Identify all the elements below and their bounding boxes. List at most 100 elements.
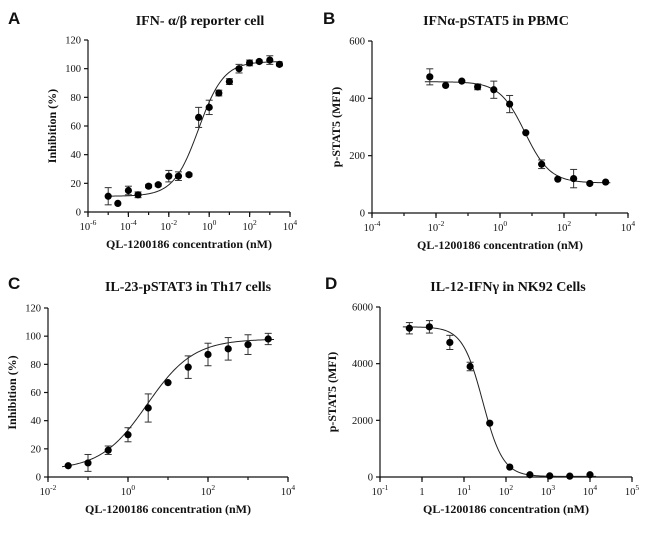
x-tick-label: 10-6	[80, 218, 97, 233]
x-tick-label: 1	[419, 487, 424, 498]
x-tick-exponent: 2	[567, 219, 571, 228]
data-point	[134, 191, 142, 199]
data-point	[538, 160, 546, 168]
data-point	[174, 172, 183, 180]
x-axis-label: QL-1200186 concentration (nM)	[106, 237, 272, 251]
x-tick-base: 10	[281, 487, 292, 498]
data-point	[235, 65, 243, 73]
panel-d: D IL-12-IFNγ in NK92 Cells 0 2000 4000 6000 10…	[325, 274, 639, 516]
panel-letter: A	[8, 9, 20, 28]
x-tick-base: 10	[541, 487, 552, 498]
y-tick-label: 120	[25, 304, 41, 315]
x-tick-base: 10	[40, 487, 51, 498]
x-tick-exponent: 4	[291, 483, 295, 492]
x-tick-exponent: 0	[213, 218, 217, 227]
x-tick-base: 10	[457, 487, 468, 498]
data-point	[566, 472, 574, 480]
y-tick-label: 0	[76, 208, 81, 219]
panel-a: A IFN- α/β reporter cell02040608010012010…	[8, 9, 297, 251]
x-tick-label: 104	[621, 219, 636, 234]
y-axis-label: Inhibition (%)	[5, 355, 19, 429]
data-point	[64, 462, 72, 470]
x-tick-label: 102	[499, 483, 514, 498]
x-tick-base: 10	[583, 487, 594, 498]
x-tick-base: 10	[160, 222, 171, 233]
chart-title: IFNα-pSTAT5 in PBMC	[423, 14, 569, 29]
y-tick-label: 0	[360, 209, 365, 220]
x-axis-label: QL-1200186 concentration (nM)	[85, 502, 251, 516]
data-point	[442, 81, 450, 90]
x-tick-base: 10	[557, 223, 568, 234]
panel-c: C IL-23-pSTAT3 in Th17 cells0204060801001…	[5, 274, 295, 516]
data-point	[185, 171, 193, 179]
x-axis-label: QL-1200186 concentration (nM)	[417, 238, 583, 252]
x-tick-base: 10	[372, 487, 383, 498]
data-point	[586, 471, 594, 479]
data-point	[490, 86, 498, 94]
chart-title: IL-23-pSTAT3 in Th17 cells	[105, 280, 272, 295]
data-point	[602, 178, 610, 186]
x-tick-base: 1	[419, 487, 424, 498]
x-tick-label: 102	[557, 219, 572, 234]
x-tick-label: 100	[202, 218, 217, 233]
x-tick-label: 104	[281, 483, 296, 498]
data-point	[215, 89, 223, 97]
data-point	[506, 100, 514, 108]
y-axis-label: Inhibition (%)	[45, 89, 59, 163]
x-tick-exponent: -2	[50, 483, 56, 492]
y-tick-label: 200	[349, 151, 365, 162]
y-tick-label: 0	[368, 473, 373, 484]
x-tick-exponent: -2	[438, 219, 444, 228]
x-tick-exponent: 5	[635, 483, 639, 492]
y-tick-label: 40	[31, 416, 42, 427]
y-tick-label: 80	[31, 360, 42, 371]
x-tick-exponent: -2	[171, 218, 177, 227]
y-tick-label: 100	[25, 332, 41, 343]
data-point	[204, 350, 212, 359]
x-tick-base: 10	[201, 487, 212, 498]
data-point	[554, 175, 562, 183]
y-tick-label: 600	[349, 37, 365, 48]
y-tick-label: 6000	[352, 303, 373, 314]
data-point	[266, 56, 274, 64]
y-tick-label: 120	[65, 36, 81, 47]
y-tick-label: 60	[31, 388, 42, 399]
x-tick-base: 10	[202, 222, 213, 233]
data-point	[264, 335, 272, 343]
data-point	[405, 324, 413, 332]
panel-letter: C	[8, 274, 20, 293]
x-tick-exponent: -6	[90, 218, 96, 227]
data-point	[104, 192, 112, 200]
data-point	[486, 419, 494, 427]
x-tick-exponent: 3	[551, 483, 555, 492]
fit-curve	[61, 339, 275, 468]
data-point	[154, 181, 162, 189]
x-tick-exponent: 2	[211, 483, 215, 492]
panel-letter: D	[325, 274, 337, 293]
data-point	[104, 446, 112, 454]
x-tick-base: 10	[428, 223, 439, 234]
data-point	[184, 363, 192, 371]
data-point	[144, 404, 152, 412]
x-tick-exponent: 2	[509, 483, 513, 492]
data-point	[570, 175, 578, 183]
y-axis-label: p-STAT5 (MFI)	[325, 352, 339, 433]
y-tick-label: 80	[71, 93, 82, 104]
data-point	[506, 463, 514, 471]
data-point	[205, 103, 213, 111]
data-point	[425, 323, 433, 331]
data-point	[458, 77, 466, 85]
x-tick-label: 105	[625, 483, 640, 498]
x-tick-base: 10	[120, 222, 131, 233]
x-tick-exponent: 2	[253, 218, 257, 227]
fit-curve	[402, 326, 597, 477]
x-tick-base: 10	[493, 223, 504, 234]
x-tick-exponent: 0	[131, 483, 135, 492]
chart-title: IFN- α/β reporter cell	[136, 14, 265, 29]
y-axis-label: p-STAT5 (MFI)	[329, 87, 343, 168]
data-point	[474, 83, 482, 91]
data-point	[255, 57, 263, 66]
x-tick-base: 10	[242, 222, 253, 233]
y-tick-label: 100	[65, 64, 81, 75]
